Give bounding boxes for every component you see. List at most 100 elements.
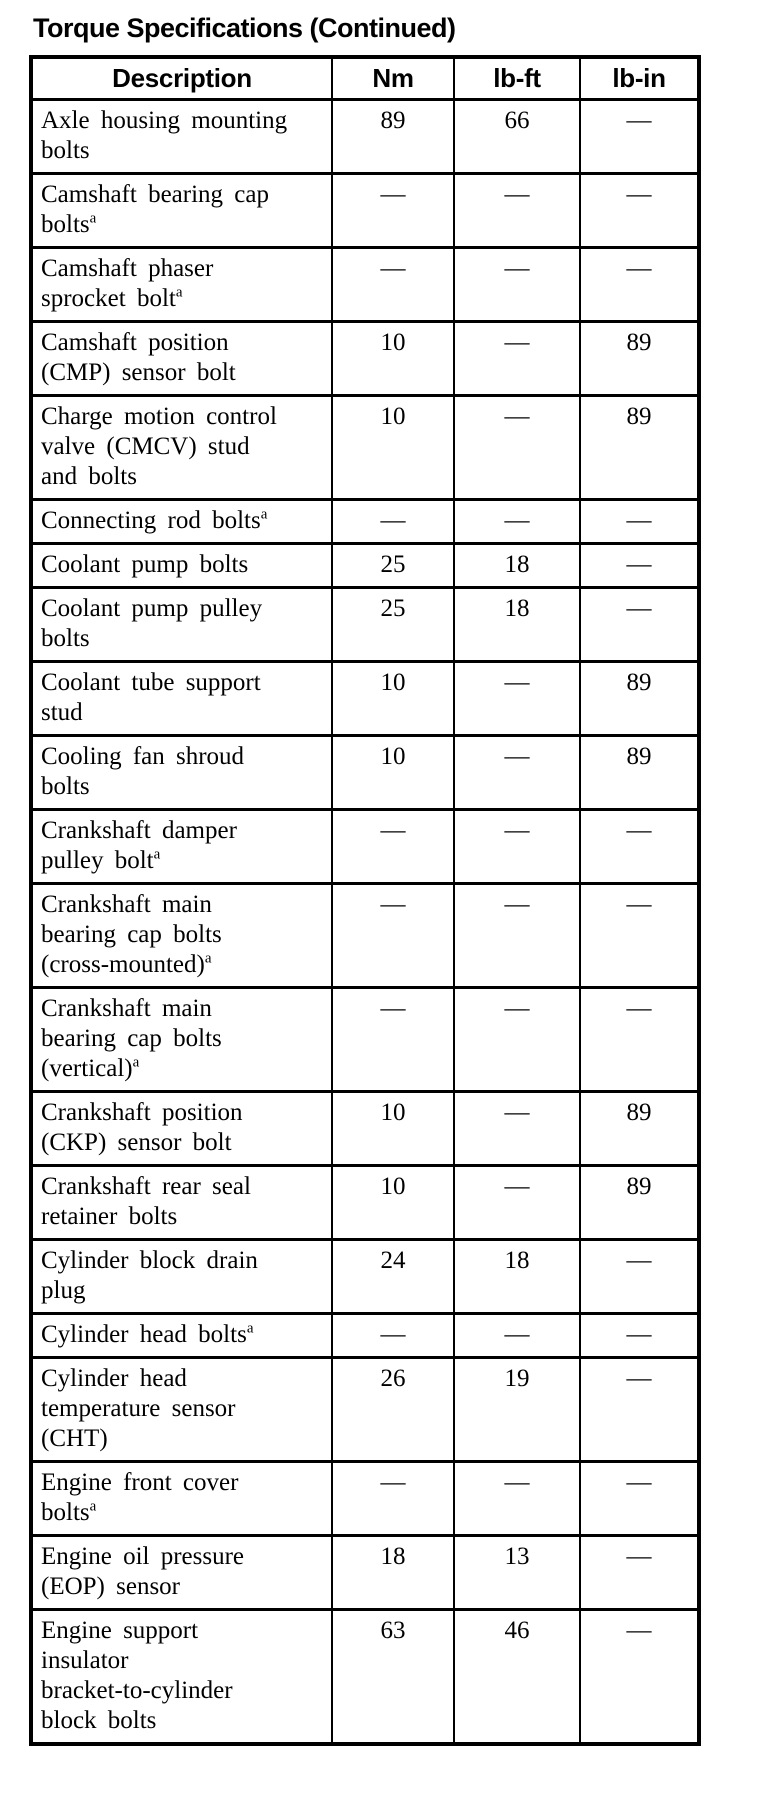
lb-ft-value-cell: —: [453, 734, 581, 811]
nm-value-cell: —: [331, 1460, 455, 1537]
lb-in-value-cell: —: [579, 586, 700, 663]
nm-value-cell: 10: [331, 1090, 455, 1167]
nm-value-cell: 26: [331, 1356, 455, 1463]
lb-in-value-cell: —: [579, 986, 700, 1093]
table-row: Cooling fan shroud bolts 10 — 89: [30, 734, 700, 811]
nm-value-cell: 10: [331, 1164, 455, 1241]
description-cell: Coolant pump bolts: [30, 542, 333, 589]
nm-value-cell: —: [331, 246, 455, 323]
description-cell: Axle housing mounting bolts: [30, 98, 333, 175]
table-row: Connecting rod boltsa — — —: [30, 498, 700, 545]
table-row: Axle housing mounting bolts 89 66 —: [30, 98, 700, 175]
description-cell: Connecting rod boltsa: [30, 498, 333, 545]
nm-value-cell: —: [331, 882, 455, 989]
lb-in-value-cell: 89: [579, 1164, 700, 1241]
table-row: Crankshaft rear seal retainer bolts 10 — …: [30, 1164, 700, 1241]
lb-in-value-cell: —: [579, 246, 700, 323]
lb-in-value-cell: —: [579, 1356, 700, 1463]
table-row: Camshaft bearing cap boltsa — — —: [30, 172, 700, 249]
description-cell: Crankshaft damper pulley bolta: [30, 808, 333, 885]
lb-in-value-cell: —: [579, 498, 700, 545]
table-row: Engine oil pressure (EOP) sensor 18 13 —: [30, 1534, 700, 1611]
table-row: Coolant pump pulley bolts 25 18 —: [30, 586, 700, 663]
nm-value-cell: —: [331, 1312, 455, 1359]
nm-value-cell: 18: [331, 1534, 455, 1611]
lb-in-value-cell: 89: [579, 320, 700, 397]
table-row: Engine front cover boltsa — — —: [30, 1460, 700, 1537]
lb-in-value-cell: 89: [579, 1090, 700, 1167]
description-cell: Coolant pump pulley bolts: [30, 586, 333, 663]
table-row: Engine support insulator bracket-to-cylind…: [30, 1608, 700, 1745]
nm-value-cell: 25: [331, 586, 455, 663]
lb-in-value-cell: —: [579, 542, 700, 589]
description-cell: Camshaft position (CMP) sensor bolt: [30, 320, 333, 397]
lb-ft-value-cell: 18: [453, 542, 581, 589]
lb-ft-value-cell: —: [453, 1090, 581, 1167]
nm-value-cell: 89: [331, 98, 455, 175]
document-page: Torque Specifications (Continued) Descri…: [29, 13, 701, 1746]
table-row: Coolant pump bolts 25 18 —: [30, 542, 700, 589]
table-row: Crankshaft main bearing cap bolts (vertica…: [30, 986, 700, 1093]
description-cell: Charge motion control valve (CMCV) stud an…: [30, 394, 333, 501]
lb-ft-value-cell: —: [453, 246, 581, 323]
lb-ft-value-cell: —: [453, 1460, 581, 1537]
lb-ft-value-cell: 13: [453, 1534, 581, 1611]
description-cell: Cylinder head temperature sensor (CHT): [30, 1356, 333, 1463]
nm-value-cell: 10: [331, 734, 455, 811]
description-cell: Engine support insulator bracket-to-cylind…: [30, 1608, 333, 1745]
description-cell: Crankshaft main bearing cap bolts (cross-m…: [30, 882, 333, 989]
lb-ft-value-cell: 66: [453, 98, 581, 175]
lb-ft-value-cell: 46: [453, 1608, 581, 1745]
description-cell: Crankshaft main bearing cap bolts (vertica…: [30, 986, 333, 1093]
lb-ft-value-cell: —: [453, 808, 581, 885]
description-cell: Crankshaft rear seal retainer bolts: [30, 1164, 333, 1241]
table-row: Crankshaft position (CKP) sensor bolt 10 …: [30, 1090, 700, 1167]
table-row: Crankshaft main bearing cap bolts (cross-m…: [30, 882, 700, 989]
lb-in-value-cell: 89: [579, 660, 700, 737]
lb-in-value-cell: —: [579, 808, 700, 885]
nm-value-cell: 25: [331, 542, 455, 589]
lb-in-value-cell: —: [579, 1534, 700, 1611]
table-row: Charge motion control valve (CMCV) stud an…: [30, 394, 700, 501]
lb-in-value-cell: 89: [579, 394, 700, 501]
lb-ft-value-cell: 18: [453, 1238, 581, 1315]
description-cell: Crankshaft position (CKP) sensor bolt: [30, 1090, 333, 1167]
table-row: Cylinder head boltsa — — —: [30, 1312, 700, 1359]
description-cell: Engine oil pressure (EOP) sensor: [30, 1534, 333, 1611]
lb-ft-value-cell: —: [453, 172, 581, 249]
lb-in-value-cell: —: [579, 1608, 700, 1745]
column-header-lb-in: lb-in: [579, 56, 700, 101]
header-row: Description Nm lb-ft lb-in: [30, 56, 700, 101]
description-cell: Camshaft bearing cap boltsa: [30, 172, 333, 249]
lb-ft-value-cell: —: [453, 660, 581, 737]
nm-value-cell: —: [331, 986, 455, 1093]
lb-ft-value-cell: —: [453, 394, 581, 501]
nm-value-cell: 10: [331, 660, 455, 737]
lb-ft-value-cell: —: [453, 498, 581, 545]
lb-in-value-cell: —: [579, 98, 700, 175]
table-row: Camshaft position (CMP) sensor bolt 10 — …: [30, 320, 700, 397]
nm-value-cell: 10: [331, 320, 455, 397]
lb-ft-value-cell: —: [453, 882, 581, 989]
lb-in-value-cell: —: [579, 172, 700, 249]
nm-value-cell: —: [331, 172, 455, 249]
lb-ft-value-cell: —: [453, 320, 581, 397]
lb-in-value-cell: —: [579, 1460, 700, 1537]
lb-ft-value-cell: —: [453, 1164, 581, 1241]
page-title: Torque Specifications (Continued): [33, 13, 456, 43]
lb-ft-value-cell: —: [453, 1312, 581, 1359]
description-cell: Cylinder head boltsa: [30, 1312, 333, 1359]
column-header-description: Description: [30, 56, 333, 101]
description-cell: Coolant tube support stud: [30, 660, 333, 737]
nm-value-cell: —: [331, 498, 455, 545]
lb-in-value-cell: —: [579, 1312, 700, 1359]
torque-spec-table: Description Nm lb-ft lb-in Axle housing …: [29, 55, 701, 1746]
description-cell: Engine front cover boltsa: [30, 1460, 333, 1537]
table-row: Cylinder head temperature sensor (CHT) 26 …: [30, 1356, 700, 1463]
table-row: Cylinder block drain plug 24 18 —: [30, 1238, 700, 1315]
nm-value-cell: 10: [331, 394, 455, 501]
lb-ft-value-cell: 19: [453, 1356, 581, 1463]
lb-ft-value-cell: 18: [453, 586, 581, 663]
nm-value-cell: —: [331, 808, 455, 885]
column-header-nm: Nm: [331, 56, 455, 101]
